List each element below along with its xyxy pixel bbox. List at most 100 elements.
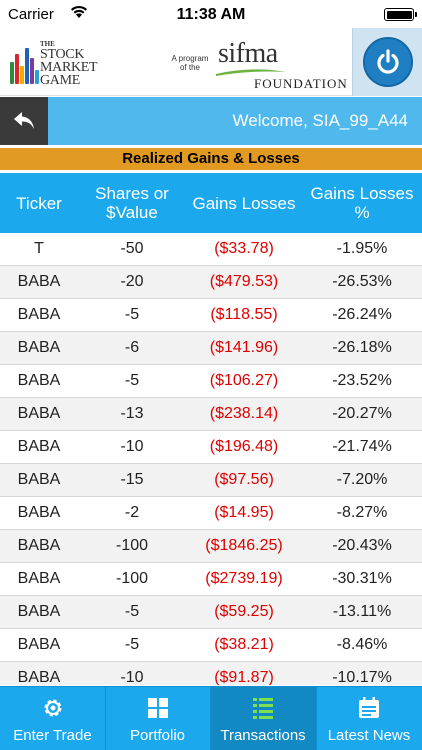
cell-percent: -1.95% (336, 240, 388, 257)
cell-shares: -10 (120, 438, 144, 455)
sifma-foundation-logo: A program of the sifma FOUNDATION (168, 38, 348, 91)
gains-losses-table[interactable]: T -50 ($33.78) -1.95% BABA -20 ($479.53) -26.53… (0, 233, 422, 685)
wifi-icon (71, 5, 87, 18)
cell-ticker: BABA (17, 306, 61, 323)
table-row[interactable]: BABA -6 ($141.96) -26.18% (0, 332, 422, 365)
cell-gains: ($33.78) (214, 240, 274, 257)
cell-ticker: BABA (17, 438, 61, 455)
cell-gains: ($59.25) (214, 603, 274, 620)
cell-gains: ($106.27) (209, 372, 279, 389)
table-row[interactable]: BABA -100 ($2739.19) -30.31% (0, 563, 422, 596)
cell-ticker: BABA (17, 339, 61, 356)
cell-percent: -26.53% (332, 273, 392, 290)
tab-divider (316, 687, 317, 750)
foundation-label: FOUNDATION (254, 76, 348, 91)
cell-ticker: BABA (17, 603, 61, 620)
table-row[interactable]: BABA -13 ($238.14) -20.27% (0, 398, 422, 431)
table-header: Ticker Shares or $Value Gains Losses Gain… (0, 173, 422, 233)
cell-gains: ($479.53) (209, 273, 279, 290)
cell-ticker: BABA (17, 504, 61, 521)
logout-area (352, 28, 422, 96)
table-row[interactable]: BABA -5 ($59.25) -13.11% (0, 596, 422, 629)
program-line-2: of the (179, 63, 200, 72)
cell-ticker: T (34, 240, 44, 257)
table-row[interactable]: BABA -10 ($91.87) -10.17% (0, 662, 422, 685)
cell-shares: -13 (120, 405, 144, 422)
table-row[interactable]: BABA -5 ($38.21) -8.46% (0, 629, 422, 662)
back-button[interactable] (0, 97, 48, 145)
cell-ticker: BABA (17, 372, 61, 389)
cell-percent: -13.11% (332, 603, 392, 620)
column-header-gains: Gains Losses (192, 193, 296, 213)
cell-percent: -20.27% (332, 405, 392, 422)
tab-label: Portfolio (129, 727, 186, 744)
logo-the: THE (40, 40, 55, 48)
back-arrow-icon (14, 112, 34, 129)
cell-shares: -2 (124, 504, 140, 521)
tab-label: Enter Trade (13, 727, 92, 744)
status-bar: Carrier 11:38 AM (0, 0, 422, 28)
table-row[interactable]: BABA -20 ($479.53) -26.53% (0, 266, 422, 299)
cell-gains: ($1846.25) (205, 537, 283, 554)
table-row[interactable]: BABA -5 ($118.55) -26.24% (0, 299, 422, 332)
bar-chart-icon (10, 46, 40, 84)
table-row[interactable]: T -50 ($33.78) -1.95% (0, 233, 422, 266)
logo-market: MARKET (40, 60, 98, 75)
cell-gains: ($238.14) (209, 405, 279, 422)
logo-header: THE STOCK MARKET GAME A program of the s… (0, 28, 422, 96)
carrier-label: Carrier (8, 6, 54, 23)
section-title: Realized Gains & Losses (0, 148, 422, 170)
logo-game: GAME (40, 73, 81, 88)
cell-shares: -100 (115, 570, 149, 587)
cell-ticker: BABA (17, 537, 61, 554)
cell-gains: ($97.56) (214, 471, 274, 488)
tab-enter-trade[interactable]: Enter Trade (0, 687, 105, 750)
cell-ticker: BABA (17, 273, 61, 290)
tab-label: Transactions (220, 727, 306, 744)
cell-ticker: BABA (17, 471, 61, 488)
cell-gains: ($14.95) (214, 504, 274, 521)
cell-ticker: BABA (17, 636, 61, 653)
cell-percent: -8.27% (336, 504, 388, 521)
tab-divider (105, 687, 106, 750)
tab-portfolio[interactable]: Portfolio (105, 687, 210, 750)
calendar-icon (357, 696, 381, 720)
table-row[interactable]: BABA -100 ($1846.25) -20.43% (0, 530, 422, 563)
table-row[interactable]: BABA -2 ($14.95) -8.27% (0, 497, 422, 530)
list-icon (251, 696, 275, 720)
tab-latest-news[interactable]: Latest News (316, 687, 422, 750)
tab-transactions[interactable]: Transactions (210, 687, 316, 750)
logo-stock: STOCK (40, 47, 85, 62)
cell-percent: -26.24% (332, 306, 392, 323)
cell-shares: -5 (124, 372, 140, 389)
table-row[interactable]: BABA -5 ($106.27) -23.52% (0, 365, 422, 398)
cell-gains: ($196.48) (209, 438, 279, 455)
welcome-message: Welcome, SIA_99_A44 (232, 111, 408, 130)
program-line-1: A program (171, 54, 209, 63)
cell-percent: -20.43% (332, 537, 392, 554)
cell-gains: ($141.96) (209, 339, 279, 356)
cell-shares: -20 (120, 273, 144, 290)
logout-button[interactable] (363, 37, 413, 87)
column-header-shares: Shares or $Value (95, 184, 169, 222)
cell-percent: -23.52% (332, 372, 392, 389)
column-header-percent: Gains Losses% (310, 184, 414, 222)
table-row[interactable]: BABA -15 ($97.56) -7.20% (0, 464, 422, 497)
grid-icon (146, 696, 170, 720)
bottom-tab-bar: Enter Trade Portfolio Transactions Latest N… (0, 686, 422, 750)
tab-label: Latest News (327, 727, 411, 744)
sifma-wordmark: sifma (218, 38, 278, 69)
power-icon (377, 49, 399, 74)
cell-shares: -5 (124, 603, 140, 620)
cell-ticker: BABA (17, 669, 61, 685)
cell-percent: -30.31% (332, 570, 392, 587)
cell-shares: -6 (124, 339, 140, 356)
cell-gains: ($38.21) (214, 636, 274, 653)
cell-percent: -21.74% (332, 438, 392, 455)
cell-gains: ($91.87) (214, 669, 274, 685)
cell-percent: -10.17% (332, 669, 392, 685)
cell-ticker: BABA (17, 405, 61, 422)
table-row[interactable]: BABA -10 ($196.48) -21.74% (0, 431, 422, 464)
cell-shares: -10 (120, 669, 144, 685)
cell-percent: -7.20% (336, 471, 388, 488)
